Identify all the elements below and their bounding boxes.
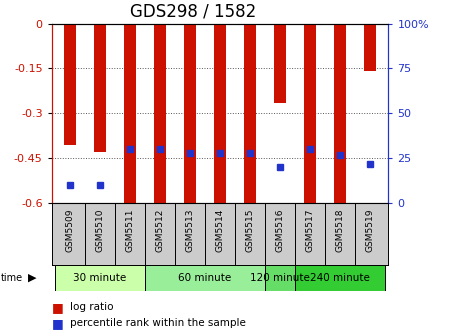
Bar xyxy=(274,24,286,103)
Text: GSM5515: GSM5515 xyxy=(246,208,255,252)
Text: GSM5509: GSM5509 xyxy=(65,208,74,252)
Title: GDS298 / 1582: GDS298 / 1582 xyxy=(130,3,256,20)
Text: GSM5516: GSM5516 xyxy=(276,208,285,252)
Text: 60 minute: 60 minute xyxy=(178,273,232,283)
Text: GSM5510: GSM5510 xyxy=(95,208,104,252)
Bar xyxy=(244,24,256,203)
Text: ▶: ▶ xyxy=(28,273,37,283)
Bar xyxy=(334,24,346,203)
Text: time: time xyxy=(1,273,23,283)
Text: ■: ■ xyxy=(52,301,63,314)
Bar xyxy=(145,265,265,291)
Bar xyxy=(304,24,316,203)
Text: GSM5512: GSM5512 xyxy=(155,208,164,252)
Bar xyxy=(265,265,295,291)
Bar xyxy=(154,24,166,203)
Text: GSM5517: GSM5517 xyxy=(306,208,315,252)
Text: 120 minute: 120 minute xyxy=(250,273,310,283)
Text: GSM5511: GSM5511 xyxy=(125,208,134,252)
Bar xyxy=(124,24,136,203)
Bar xyxy=(55,265,145,291)
Bar xyxy=(295,265,385,291)
Text: ■: ■ xyxy=(52,317,63,330)
Text: 30 minute: 30 minute xyxy=(73,273,126,283)
Bar xyxy=(64,24,76,145)
Bar xyxy=(94,24,106,152)
Text: GSM5514: GSM5514 xyxy=(216,208,224,252)
Text: 240 minute: 240 minute xyxy=(310,273,370,283)
Bar xyxy=(214,24,226,203)
Text: log ratio: log ratio xyxy=(70,302,113,312)
Bar xyxy=(364,24,376,72)
Text: GSM5513: GSM5513 xyxy=(185,208,194,252)
Text: GSM5518: GSM5518 xyxy=(336,208,345,252)
Text: percentile rank within the sample: percentile rank within the sample xyxy=(70,318,246,328)
Text: GSM5519: GSM5519 xyxy=(366,208,375,252)
Bar xyxy=(184,24,196,203)
